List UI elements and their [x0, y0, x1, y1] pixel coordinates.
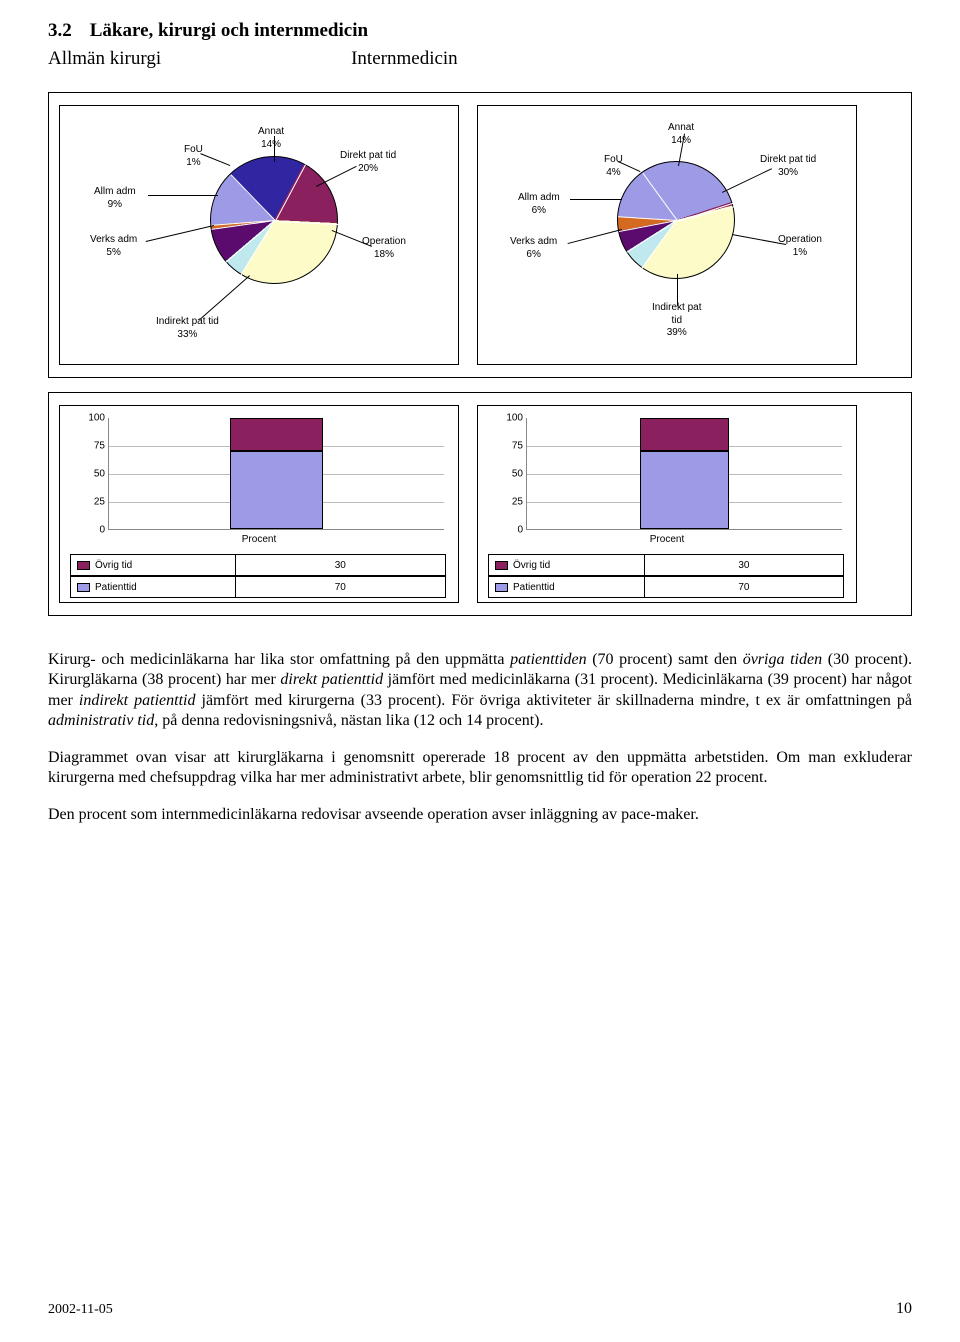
para-1: Kirurg- och medicinläkarna har lika stor… [48, 650, 912, 732]
para-2: Diagrammet ovan visar att kirurgläkarna … [48, 748, 912, 789]
lbl-oper: Operation 18% [362, 236, 406, 261]
lbl2-verks: Verks adm 6% [510, 236, 557, 261]
section-heading: 3.2 Läkare, kirurgi och internmedicin [48, 20, 912, 42]
lbl2-oper: Operation 1% [778, 234, 822, 259]
lbl-verks: Verks adm 5% [90, 234, 137, 259]
lbl-annat: Annat 14% [258, 126, 284, 151]
section-title: Läkare, kirurgi och internmedicin [90, 20, 368, 41]
pie-card-internmedicin: Annat 14% FoU 4% Direkt pat tid 30% Allm… [477, 105, 857, 365]
lbl-allm: Allm adm 9% [94, 186, 136, 211]
bar-charts-row: 0255075100ProcentÖvrig tid30Patienttid70… [48, 392, 912, 616]
subheadings: Allmän kirurgi Internmedicin [48, 48, 912, 70]
lbl2-annat: Annat 14% [668, 122, 694, 147]
lbl-indirekt: Indirekt pat tid 33% [156, 316, 219, 341]
pie-card-kirurgi: Annat 14% FoU 1% Direkt pat tid 20% Allm… [59, 105, 459, 365]
footer-date: 2002-11-05 [48, 1302, 113, 1318]
body-text: Kirurg- och medicinläkarna har lika stor… [48, 650, 912, 825]
pie-left [210, 156, 338, 284]
lbl-direkt: Direkt pat tid 20% [340, 150, 396, 175]
lbl2-direkt: Direkt pat tid 30% [760, 154, 816, 179]
pie-right [617, 161, 735, 279]
subhead-right: Internmedicin [351, 48, 458, 70]
footer-page: 10 [896, 1300, 912, 1318]
lbl-fou: FoU 1% [184, 144, 203, 169]
para-3: Den procent som internmedicinläkarna red… [48, 805, 912, 825]
lbl2-indirekt: Indirekt pat tid 39% [652, 302, 701, 340]
bar-card-left: 0255075100ProcentÖvrig tid30Patienttid70 [59, 405, 459, 603]
bar-card-right: 0255075100ProcentÖvrig tid30Patienttid70 [477, 405, 857, 603]
section-number: 3.2 [48, 20, 72, 41]
lbl2-fou: FoU 4% [604, 154, 623, 179]
subhead-left: Allmän kirurgi [48, 48, 161, 70]
pie-charts-row: Annat 14% FoU 1% Direkt pat tid 20% Allm… [48, 92, 912, 378]
lbl2-allm: Allm adm 6% [518, 192, 560, 217]
